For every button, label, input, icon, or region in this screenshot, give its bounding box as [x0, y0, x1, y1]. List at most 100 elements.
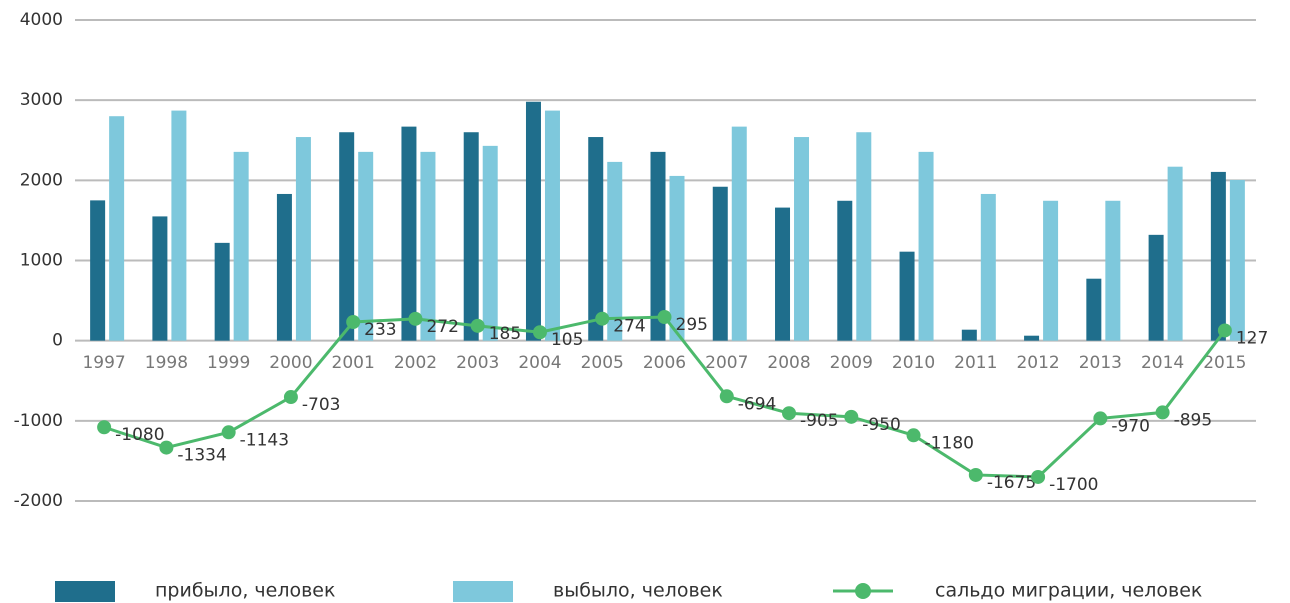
y-tick-label: 2000 — [20, 170, 63, 190]
bar — [918, 151, 934, 341]
x-tick-label: 2010 — [892, 353, 935, 373]
bar — [1043, 200, 1059, 341]
data-label: 295 — [676, 315, 708, 335]
bar — [775, 207, 791, 341]
y-tick-label: -2000 — [14, 491, 63, 511]
bar — [295, 137, 311, 341]
data-label: -1334 — [177, 446, 226, 466]
bar — [152, 216, 168, 341]
bar — [669, 175, 685, 341]
legend-label: выбыло, человек — [553, 580, 723, 602]
data-label: -694 — [738, 394, 777, 414]
data-label: -1143 — [240, 430, 289, 450]
x-tick-label: 1999 — [207, 353, 250, 373]
bar — [358, 151, 374, 341]
data-label: 233 — [364, 320, 396, 340]
bar — [109, 116, 125, 341]
bar — [731, 126, 747, 341]
line-point — [595, 311, 610, 326]
data-label: 127 — [1236, 328, 1268, 348]
bar — [980, 193, 996, 341]
x-tick-label: 1998 — [145, 353, 188, 373]
line-point — [782, 406, 797, 421]
line-point — [346, 314, 361, 329]
line-point — [1093, 411, 1108, 426]
data-label: -905 — [800, 411, 839, 431]
line-point — [968, 467, 983, 482]
x-tick-label: 2015 — [1203, 353, 1246, 373]
bar — [1148, 234, 1164, 341]
data-label: 272 — [426, 317, 458, 337]
x-tick-label: 2001 — [332, 353, 375, 373]
bar — [1229, 179, 1245, 341]
line-point — [408, 311, 423, 326]
bar — [1086, 278, 1102, 341]
data-label: -1700 — [1049, 475, 1098, 495]
bar — [401, 126, 417, 341]
bar — [463, 132, 479, 341]
bar — [90, 200, 106, 341]
bar — [544, 110, 560, 341]
y-tick-label: 0 — [52, 331, 63, 351]
x-tick-label: 2011 — [954, 353, 997, 373]
y-tick-label: 1000 — [20, 251, 63, 271]
data-label: -970 — [1111, 416, 1150, 436]
line-point — [1217, 323, 1232, 338]
line-point — [470, 318, 485, 333]
x-tick-label: 2012 — [1016, 353, 1059, 373]
legend-swatch — [55, 581, 115, 602]
data-label: 274 — [613, 317, 645, 337]
x-tick-label: 2005 — [581, 353, 624, 373]
bar — [276, 193, 292, 341]
line-point — [221, 425, 236, 440]
x-tick-label: 2000 — [269, 353, 312, 373]
bar — [214, 242, 230, 341]
x-tick-label: 2014 — [1141, 353, 1184, 373]
x-tick-label: 2008 — [767, 353, 810, 373]
y-tick-label: -1000 — [14, 411, 63, 431]
bar — [607, 161, 623, 341]
bar — [712, 186, 728, 341]
bar — [650, 151, 666, 341]
line-point — [719, 389, 734, 404]
line-point — [1031, 469, 1046, 484]
bar — [899, 251, 915, 341]
data-label: -950 — [862, 415, 901, 435]
y-tick-label: 3000 — [20, 90, 63, 110]
line-point — [532, 325, 547, 340]
line-point — [844, 409, 859, 424]
line-point — [1155, 405, 1170, 420]
data-label: 105 — [551, 330, 583, 350]
x-tick-label: 2007 — [705, 353, 748, 373]
bar — [1024, 335, 1040, 341]
legend-label: сальдо миграции, человек — [935, 580, 1202, 602]
bar — [961, 329, 977, 341]
bar — [794, 137, 810, 341]
data-label: 185 — [489, 324, 521, 344]
x-tick-label: 1997 — [82, 353, 125, 373]
bar — [1167, 166, 1183, 341]
y-tick-label: 4000 — [20, 10, 63, 30]
bar — [1105, 200, 1121, 341]
bar — [588, 137, 604, 341]
bar — [171, 110, 187, 341]
bar — [482, 145, 498, 341]
line-point — [97, 420, 112, 435]
data-label: -1675 — [987, 473, 1036, 493]
data-label: -1180 — [925, 433, 974, 453]
bar — [233, 151, 249, 341]
x-tick-label: 2006 — [643, 353, 686, 373]
x-tick-label: 2004 — [518, 353, 561, 373]
x-tick-label: 2003 — [456, 353, 499, 373]
bar — [1210, 171, 1226, 341]
legend-marker — [855, 583, 871, 599]
data-label: -703 — [302, 395, 341, 415]
bar — [525, 101, 541, 341]
legend-label: прибыло, человек — [155, 580, 335, 602]
line-point — [657, 310, 672, 325]
bar — [420, 151, 436, 341]
legend-swatch — [453, 581, 513, 602]
x-tick-label: 2002 — [394, 353, 437, 373]
bar — [837, 200, 853, 341]
